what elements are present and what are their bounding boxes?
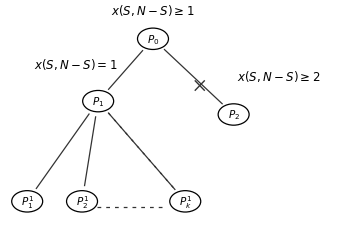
Text: $P_2$: $P_2$ [227,108,240,122]
Text: $P_k^1$: $P_k^1$ [179,193,192,210]
Text: $P_1$: $P_1$ [92,95,104,108]
Text: $P_1^1$: $P_1^1$ [21,193,34,210]
Circle shape [12,191,43,212]
Circle shape [83,91,114,112]
Text: $P_2^1$: $P_2^1$ [75,193,89,210]
Text: $P_0$: $P_0$ [147,33,159,47]
Text: $x(S, N-S) \geq 1$: $x(S, N-S) \geq 1$ [111,3,195,18]
Text: $x(S, N-S) \geq 2$: $x(S, N-S) \geq 2$ [237,69,320,84]
Circle shape [170,191,201,212]
Circle shape [218,104,249,126]
Text: $x(S, N-S) = 1$: $x(S, N-S) = 1$ [34,56,117,72]
Circle shape [138,29,168,50]
Circle shape [67,191,97,212]
